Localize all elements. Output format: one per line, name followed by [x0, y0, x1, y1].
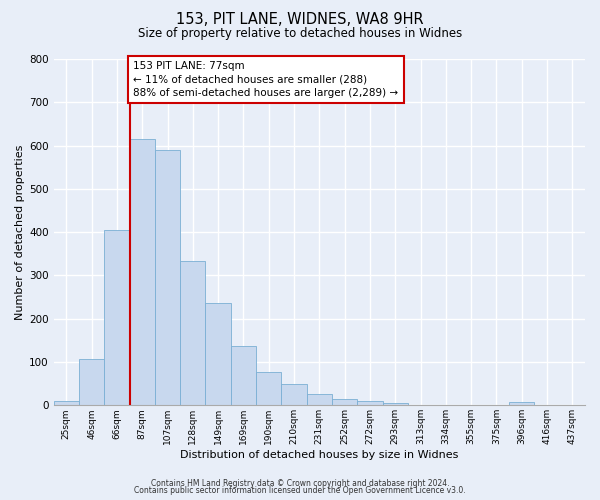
Text: 153, PIT LANE, WIDNES, WA8 9HR: 153, PIT LANE, WIDNES, WA8 9HR	[176, 12, 424, 28]
Bar	[383, 403, 408, 406]
Text: Contains public sector information licensed under the Open Government Licence v3: Contains public sector information licen…	[134, 486, 466, 495]
Bar	[53, 401, 79, 406]
Bar	[104, 230, 130, 406]
Bar	[509, 402, 535, 406]
Bar	[231, 346, 256, 406]
Bar	[180, 261, 205, 406]
Bar	[357, 401, 383, 406]
Bar	[205, 302, 231, 406]
X-axis label: Distribution of detached houses by size in Widnes: Distribution of detached houses by size …	[180, 450, 458, 460]
Bar	[79, 359, 104, 406]
Text: 153 PIT LANE: 77sqm
← 11% of detached houses are smaller (288)
88% of semi-detac: 153 PIT LANE: 77sqm ← 11% of detached ho…	[133, 61, 398, 98]
Text: Contains HM Land Registry data © Crown copyright and database right 2024.: Contains HM Land Registry data © Crown c…	[151, 478, 449, 488]
Y-axis label: Number of detached properties: Number of detached properties	[15, 144, 25, 320]
Bar	[281, 384, 307, 406]
Bar	[130, 139, 155, 406]
Text: Size of property relative to detached houses in Widnes: Size of property relative to detached ho…	[138, 28, 462, 40]
Bar	[155, 150, 180, 406]
Bar	[307, 394, 332, 406]
Bar	[332, 399, 357, 406]
Bar	[256, 372, 281, 406]
